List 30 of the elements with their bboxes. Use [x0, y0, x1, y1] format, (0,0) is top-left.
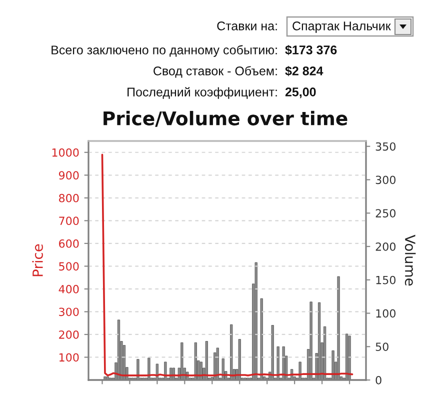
y2-tick-label: 50: [376, 342, 388, 351]
y-axis-title: Price: [32, 244, 43, 276]
y-tick-label: 300: [59, 308, 79, 316]
y2-tick-label: 250: [376, 209, 396, 218]
line-series: [101, 154, 354, 376]
text: Ставки на:: [217, 22, 277, 30]
text: Всего заключено по данному событию:: [52, 45, 277, 57]
y2-tick-label: 100: [376, 309, 396, 318]
y2-tick-label: 0: [376, 376, 382, 384]
y-tick-label: 700: [59, 216, 79, 226]
y-tick-label: 900: [58, 171, 79, 180]
y-tick-label: 600: [59, 239, 79, 248]
y2-axis-title: Volume: [404, 234, 416, 286]
text: 25,00: [285, 88, 316, 98]
y-tick-label: 1000: [52, 148, 79, 157]
text: Спартак Нальчик: [292, 22, 391, 33]
y-tick-label: 800: [59, 194, 79, 202]
y-tick-label: 400: [58, 284, 79, 294]
y2-tick-label: 350: [376, 142, 396, 151]
y2-tick-label: 200: [376, 242, 396, 251]
y-tick-label: 100: [59, 353, 79, 362]
y-tick-label: 500: [59, 262, 79, 271]
text: Последний коэффициент:: [128, 87, 277, 99]
text: $173 376: [285, 44, 337, 56]
text: Свод ставок - Объем:: [154, 66, 277, 78]
y-tick-label: 200: [59, 330, 79, 339]
y2-tick-label: 300: [376, 176, 396, 184]
chart-title: Price/Volume over time: [104, 110, 348, 127]
text: $2 824: [285, 66, 324, 76]
y2-tick-label: 150: [376, 276, 396, 284]
